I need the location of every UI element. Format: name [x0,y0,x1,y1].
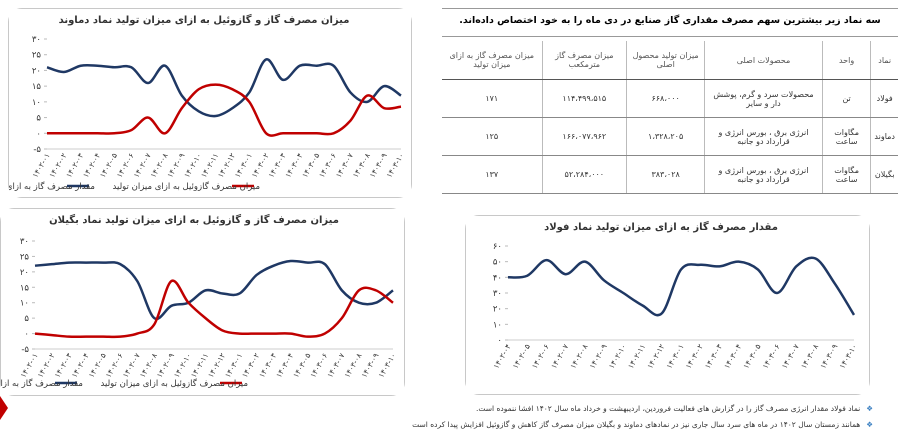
chart-title: میزان مصرف گاز و گازوئیل به ازای میزان ت… [59,13,350,26]
note-text: نماد فولاد مقدار انرژی مصرف گاز را در گز… [475,404,861,413]
legend-label: مقدار مصرف گاز به ازای میزان تولید [1,378,83,389]
table: نماد واحد محصولات اصلی میزان تولید محصول اص… [442,41,898,194]
table-body: فولاد تن محصولات سرد و گرم، پوشش دار و سای… [442,79,898,194]
table-header-cell: محصولات اصلی [704,41,823,80]
chart: میزان مصرف گاز و گازوئیل به ازای میزان ت… [9,9,411,197]
table-cell: دماوند [870,117,898,156]
chart-frame [0,208,405,396]
table-cell: بگیلان [870,155,898,194]
table-section: سه نماد زیر بیشترین سهم مصرف مقداری گاز … [442,8,898,194]
y-tick-label: ۴۰ [493,273,502,283]
y-tick-label: ۲۰ [493,305,502,315]
table-header-cell: نماد [870,41,898,80]
y-tick-label: ۵۰ [493,258,502,268]
legend-label: مقدار مصرف گاز به ازای میزان تولید [9,181,95,192]
y-tick-label: ۲۵ [20,252,30,262]
table-row: بگیلان مگاوات ساعت انرژی برق ، بورس انرژی … [442,155,898,194]
table-header-cell: میزان مصرف گاز مترمکعب [541,41,627,80]
y-tick-label: ۶۰ [493,242,502,252]
y-tick-label: ۲۰ [32,66,41,76]
table-title: سه نماد زیر بیشترین سهم مصرف مقداری گاز … [442,8,898,37]
chart: مقدار مصرف گاز به ازای میزان تولید نماد … [466,216,869,394]
notes: ❖ نماد فولاد مقدار انرژی مصرف گاز را در گ… [53,404,873,436]
table-cell: انرژی برق ، بورس انرژی و قرارداد دو جانب… [704,155,823,194]
y-tick-label: ۱۵ [32,82,42,92]
table-cell: محصولات سرد و گرم، پوشش دار و سایر [704,79,823,118]
y-tick-label: ۱۵ [20,283,30,293]
chart-title: میزان مصرف گاز و گازوئیل به ازای میزان ت… [49,213,339,226]
y-tick-label: ۲۰ [20,268,29,278]
table-cell: ۱۷۱ [442,79,543,118]
corner-triangle [0,396,8,420]
table-cell: انرژی برق ، بورس انرژی و قرارداد دو جانب… [704,117,823,156]
table-header-cell: واحد [821,41,871,80]
series-line [46,83,402,137]
x-tick-label: ۱۴۰۳-۱۰ [837,343,858,371]
y-tick-label: ۳۰ [493,289,502,299]
table-cell: ۶۶۸،۰۰۰ [626,79,705,118]
note-bullet: ❖ [866,404,873,413]
y-tick-label: ۲۵ [32,51,42,61]
y-tick-label: ۱۰ [32,98,41,108]
series-line [507,256,856,317]
series-line [34,259,394,321]
table-cell: تن [821,79,871,118]
table-cell: ۱،۳۲۸،۲۰۵ [626,117,705,156]
y-tick-label: ۳۰ [20,237,29,247]
y-tick-label: ۱۰ [20,299,29,309]
table-cell: ۳۸۳،۰۲۸ [626,155,705,194]
legend-label: میزان مصرف گازوئیل به ازای میزان تولید [101,378,248,389]
y-tick-label: ۰ [497,336,502,346]
series-line [34,279,394,339]
y-tick-label: ۰ [24,330,29,340]
y-tick-label: ۳۰ [32,35,41,45]
table-cell: ۱۱۴،۴۹۹،۵۱۵ [541,79,627,118]
y-tick-label: ۱۰ [493,320,502,330]
table-header-cell: میزان مصرف گاز به ازای میزان تولید [442,41,543,80]
y-tick-label: ۵ [24,314,29,324]
table-cell: فولاد [870,79,898,118]
note: ❖ همانند زمستان سال ۱۴۰۲ در ماه های سرد س… [53,420,873,429]
table-cell: مگاوات ساعت [821,117,871,156]
table-cell: ۱۳۷ [442,155,543,194]
table-row: دماوند مگاوات ساعت انرژی برق ، بورس انرژی … [442,117,898,156]
table-header: نماد واحد محصولات اصلی میزان تولید محصول اص… [442,41,898,80]
chart-frame [8,8,412,198]
note: ❖ نماد فولاد مقدار انرژی مصرف گاز را در گ… [53,404,873,413]
y-tick-label: ۰ [36,129,41,139]
y-tick-label: -۵ [33,145,41,155]
note-bullet: ❖ [866,420,873,429]
legend-label: میزان مصرف گازوئیل به ازای میزان تولید [113,181,260,192]
chart: میزان مصرف گاز و گازوئیل به ازای میزان ت… [1,209,404,395]
table-cell: ۵۲،۲۸۴،۰۰۰ [541,155,627,194]
chart-frame [465,215,870,395]
table-cell: ۱۲۵ [442,117,543,156]
table-cell: مگاوات ساعت [821,155,871,194]
chart-title: مقدار مصرف گاز به ازای میزان تولید نماد … [544,220,778,233]
y-tick-label: ۵ [36,114,41,124]
corner-mark [0,396,8,420]
note-text: همانند زمستان سال ۱۴۰۲ در ماه های سرد سا… [412,420,861,429]
y-tick-label: -۵ [21,345,29,355]
table-header-cell: میزان تولید محصول اصلی [626,41,705,80]
series-line [46,58,402,118]
table-cell: ۱۶۶،۰۷۷،۹۶۲ [541,117,627,156]
table-row: فولاد تن محصولات سرد و گرم، پوشش دار و سای… [442,79,898,118]
